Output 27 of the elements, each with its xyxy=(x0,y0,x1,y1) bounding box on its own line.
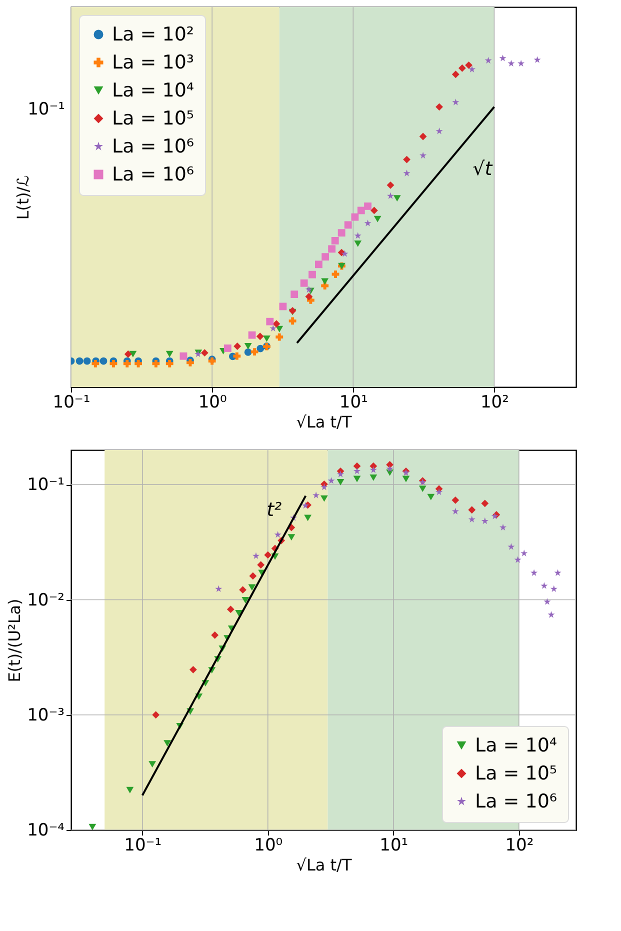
y-axis-title: E(t)/(U²La) xyxy=(5,598,24,682)
x-axis-title: √La t/T xyxy=(296,412,352,432)
x-tick-label: 10² xyxy=(505,836,534,856)
legend-label: La = 10⁵ xyxy=(475,762,558,784)
x-tick-label: 10⁻¹ xyxy=(124,836,162,856)
y-tick-label: 10⁻³ xyxy=(27,705,64,726)
legend-label: La = 10⁵ xyxy=(112,108,194,130)
x-tick-label: 10¹ xyxy=(339,392,368,412)
legend-label: La = 10² xyxy=(112,24,194,46)
legend-label: La = 10³ xyxy=(112,52,194,74)
y-tick-label: 10⁻¹ xyxy=(27,475,64,496)
y-tick-label: 10⁻² xyxy=(27,590,64,610)
legend-label: La = 10⁶ xyxy=(112,136,194,158)
legend-label: La = 10⁶ xyxy=(475,790,558,812)
annotation: √t xyxy=(472,158,494,180)
x-tick-label: 10⁰ xyxy=(254,836,283,856)
x-tick-label: 10¹ xyxy=(380,836,408,856)
y-axis-title: L(t)/ℒ xyxy=(14,175,32,220)
x-tick-label: 10² xyxy=(480,392,509,412)
x-tick-label: 10⁻¹ xyxy=(52,392,90,412)
x-tick-label: 10⁰ xyxy=(198,392,227,412)
annotation: t² xyxy=(266,498,282,521)
x-axis-title: √La t/T xyxy=(296,856,352,874)
legend-label: La = 10⁴ xyxy=(475,734,558,756)
legend-label: La = 10⁴ xyxy=(112,80,194,102)
y-tick-label: 10⁻⁴ xyxy=(27,820,65,840)
legend-label: La = 10⁶ xyxy=(112,164,194,186)
